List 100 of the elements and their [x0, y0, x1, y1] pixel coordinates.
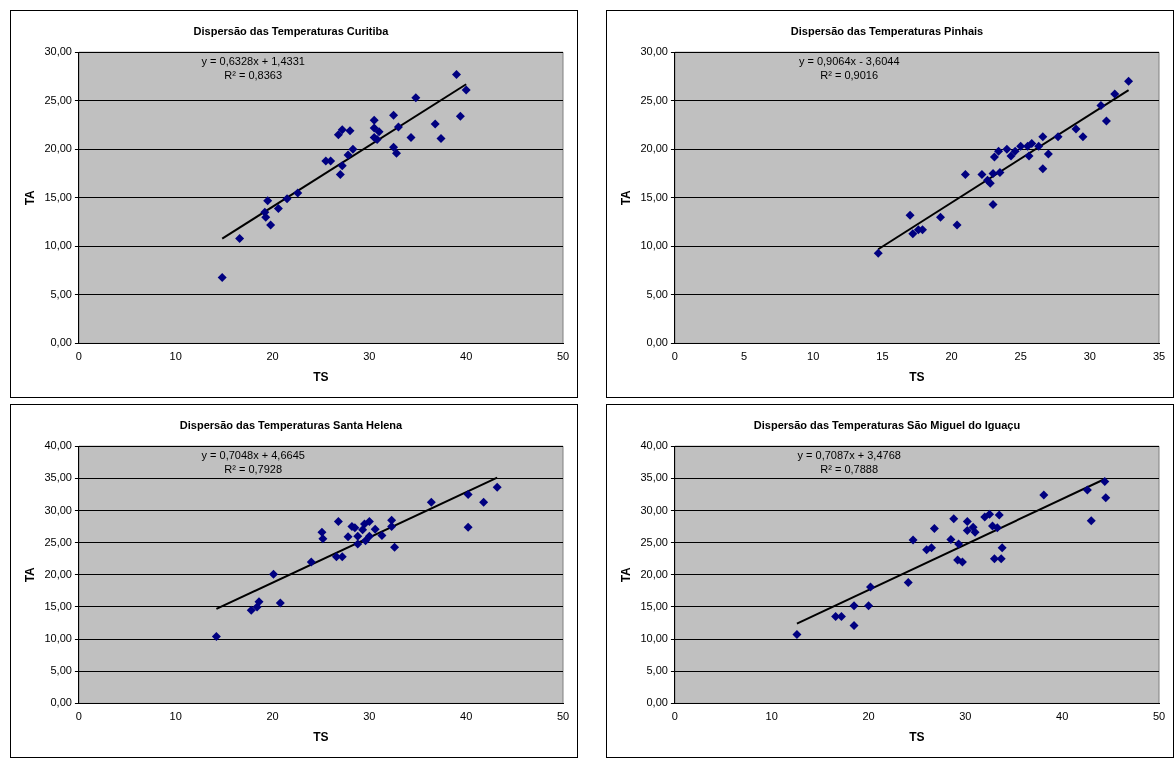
point — [275, 598, 285, 608]
y-tick-label: 20,00 — [640, 142, 668, 155]
chart-title: Dispersão das Temperaturas Curitiba — [193, 24, 390, 37]
point — [306, 557, 316, 567]
x-tick-label: 20 — [945, 350, 958, 363]
y-tick-label: 0,00 — [50, 696, 72, 709]
point — [946, 534, 956, 544]
point — [364, 531, 374, 541]
point — [337, 161, 347, 171]
y-axis-title: TA — [618, 566, 633, 583]
y-tick-label: 10,00 — [640, 632, 668, 645]
point — [391, 148, 401, 158]
y-tick-label: 15,00 — [640, 599, 668, 612]
x-tick-label: 10 — [169, 710, 182, 723]
y-tick-label: 35,00 — [44, 471, 72, 484]
point — [333, 516, 343, 526]
point — [1016, 141, 1026, 151]
y-tick-label: 20,00 — [44, 142, 72, 155]
annotation: R² = 0,9016 — [820, 69, 879, 82]
point — [903, 578, 913, 588]
point — [479, 497, 489, 507]
y-tick-label: 10,00 — [640, 239, 668, 252]
y-tick-label: 10,00 — [44, 239, 72, 252]
point — [989, 554, 999, 564]
point — [865, 582, 875, 592]
point — [996, 554, 1006, 564]
point — [293, 188, 303, 198]
point — [997, 543, 1007, 553]
y-tick-label: 15,00 — [640, 190, 668, 203]
x-tick-label: 20 — [862, 710, 875, 723]
point — [348, 144, 358, 154]
y-tick-label: 40,00 — [640, 439, 668, 452]
point — [335, 170, 345, 179]
x-tick-label: 10 — [169, 350, 182, 363]
point — [337, 125, 347, 135]
y-axis-title: TA — [618, 189, 633, 206]
point — [393, 122, 403, 132]
point — [988, 169, 998, 179]
point — [345, 126, 355, 136]
point — [369, 123, 379, 133]
point — [1110, 89, 1120, 99]
point — [390, 542, 400, 552]
point — [452, 70, 461, 80]
point — [985, 509, 995, 519]
annotation: y = 0,6328x + 1,4331 — [201, 55, 305, 68]
y-tick-label: 10,00 — [44, 632, 72, 645]
x-tick-label: 0 — [671, 710, 678, 723]
point — [343, 532, 353, 542]
x-tick-label: 40 — [460, 710, 473, 723]
y-tick-label: 30,00 — [44, 503, 72, 516]
point — [989, 152, 999, 162]
x-tick-label: 30 — [1083, 350, 1096, 363]
point — [269, 569, 279, 579]
chart-title: Dispersão das Temperaturas São Miguel do Iguaçu — [753, 418, 1021, 431]
point — [1101, 116, 1111, 126]
point — [333, 130, 343, 140]
point — [389, 110, 399, 120]
point — [461, 85, 471, 95]
x-tick-label: 10 — [765, 710, 778, 723]
point — [263, 196, 273, 206]
annotation: y = 0,7087x + 3,4768 — [797, 449, 901, 462]
point — [977, 170, 987, 179]
y-tick-label: 25,00 — [44, 93, 72, 106]
x-tick-label: 50 — [1152, 710, 1166, 723]
point — [988, 200, 998, 210]
x-tick-label: 10 — [807, 350, 820, 363]
point — [908, 229, 918, 239]
point — [995, 168, 1005, 178]
y-tick-label: 5,00 — [646, 664, 668, 677]
y-tick-label: 25,00 — [44, 535, 72, 548]
point — [358, 525, 368, 535]
x-tick-label: 35 — [1152, 350, 1166, 363]
point — [1039, 490, 1049, 500]
x-tick-label: 40 — [1056, 710, 1069, 723]
y-tick-label: 0,00 — [50, 336, 72, 349]
point — [994, 510, 1004, 520]
point — [1124, 76, 1134, 86]
point — [1027, 138, 1037, 148]
y-axis-title: TA — [22, 189, 37, 206]
point — [343, 150, 353, 160]
point — [1038, 164, 1048, 174]
x-axis-title: TS — [313, 730, 329, 745]
point — [1038, 132, 1048, 142]
point — [463, 489, 473, 499]
point — [1082, 485, 1092, 495]
y-tick-label: 5,00 — [50, 664, 72, 677]
point — [318, 534, 328, 544]
point — [1043, 149, 1053, 159]
chart-title: Dispersão das Temperaturas Santa Helena — [179, 418, 404, 431]
point — [436, 134, 446, 144]
point — [792, 630, 802, 640]
point — [374, 127, 384, 137]
point — [905, 210, 915, 220]
point — [954, 539, 964, 549]
point — [353, 539, 363, 549]
y-tick-label: 0,00 — [646, 696, 668, 709]
point — [217, 272, 227, 282]
point — [849, 601, 859, 611]
point — [908, 535, 918, 545]
x-tick-label: 0 — [75, 710, 82, 723]
